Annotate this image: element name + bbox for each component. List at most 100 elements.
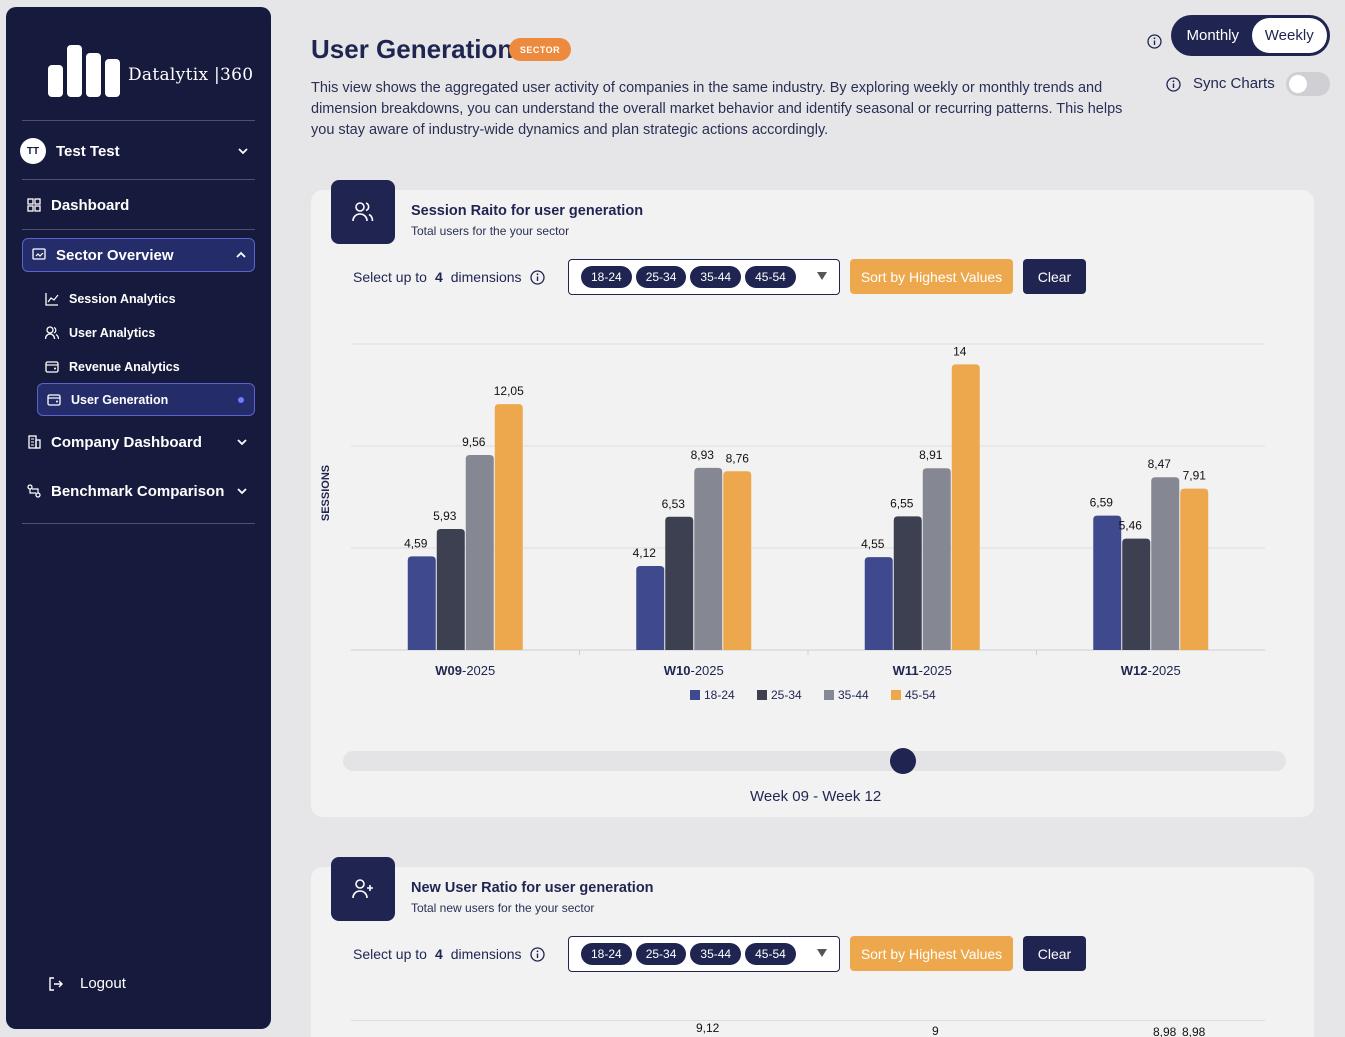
sort-highest-button[interactable]: Sort by Highest Values [850,259,1013,294]
week-range-slider[interactable] [343,751,1286,771]
legend-swatch [690,690,700,700]
legend-label: 18-24 [704,688,735,702]
data-label: 5,93 [433,509,457,523]
nav-benchmark-comparison-label: Benchmark Comparison [51,482,225,500]
chip-18-24[interactable]: 18-24 [581,943,632,965]
nav-benchmark-comparison[interactable]: Benchmark Comparison [22,474,255,508]
x-tick-label: W11-2025 [893,663,952,678]
data-label: 7,91 [1183,469,1207,483]
nav-user-generation[interactable]: User Generation [37,383,255,416]
bar-18-24-W09-2025 [407,556,436,650]
nav-user-analytics[interactable]: User Analytics [37,316,255,349]
chip-18-24[interactable]: 18-24 [581,266,632,288]
logout-icon [49,976,63,991]
data-label: 8,98 [1153,1025,1177,1037]
data-label: 5,46 [1119,519,1143,533]
legend-swatch [824,690,834,700]
switch-knob [1289,75,1307,93]
caret-down-icon[interactable] [817,271,827,281]
data-label: 8,98 [1182,1025,1206,1037]
nav-sector-overview-label: Sector Overview [56,246,174,264]
bar-35-44-W09-2025 [465,454,494,650]
logo-mark [48,45,120,97]
sort-highest-button[interactable]: Sort by Highest Values [850,936,1013,971]
bar-35-44-W10-2025 [694,467,723,650]
bar-45-54-W09-2025 [494,404,523,650]
logo-text: Datalytix |360 [128,65,254,85]
dimension-hint-suffix: dimensions [450,269,522,285]
period-toggle: Monthly Weekly [1171,15,1330,56]
data-label: 14 [953,344,967,358]
info-icon[interactable] [529,269,545,285]
nav-session-analytics[interactable]: Session Analytics [37,282,255,315]
dimension-hint: Select up to 4 dimensions [353,946,545,962]
chip-25-34[interactable]: 25-34 [635,266,687,288]
nav-dashboard-label: Dashboard [51,196,130,214]
nav-company-dashboard[interactable]: Company Dashboard [22,425,255,459]
bar-25-34-W11-2025 [893,516,922,650]
compare-icon [27,484,41,498]
dimension-hint-prefix: Select up to [353,269,427,285]
weekly-toggle-button[interactable]: Weekly [1251,18,1327,53]
week-range-label: Week 09 - Week 12 [750,788,882,805]
bar-18-24-W11-2025 [864,557,893,650]
info-icon[interactable] [1166,77,1181,92]
data-label: 4,12 [633,546,657,560]
nav-dashboard[interactable]: Dashboard [22,188,255,222]
chevron-down-icon [237,488,247,495]
clear-button[interactable]: Clear [1023,259,1086,294]
card-title: Session Raito for user generation [411,203,644,219]
chart-window-icon [32,248,46,260]
bar-25-34-W09-2025 [436,529,465,650]
chip-45-54[interactable]: 45-54 [745,943,796,965]
nav-revenue-analytics[interactable]: Revenue Analytics [37,350,255,383]
app-logo[interactable]: Datalytix |360 [48,37,253,97]
chip-35-44[interactable]: 35-44 [690,943,742,965]
data-label: 4,55 [861,537,885,551]
sync-charts-label: Sync Charts [1193,75,1275,92]
data-label: 6,55 [890,496,914,510]
dimension-multiselect[interactable]: 18-24 25-34 35-44 45-54 [568,936,840,972]
sector-badge: SECTOR [509,38,571,61]
bar-45-54-W11-2025 [951,364,980,650]
page-description: This view shows the aggregated user acti… [311,80,1123,138]
chip-45-54[interactable]: 45-54 [745,266,796,288]
slider-thumb[interactable] [890,748,916,774]
data-label: 8,76 [726,451,750,465]
sidebar: Datalytix |360 TT Test Test Dashboard Se… [6,7,271,1029]
users-card-icon [331,180,395,244]
bar-45-54-W12-2025 [1180,488,1209,650]
session-ratio-chart: SESSIONS 4,59 5,93 9,56 12,05 W09-2025 4,12 6,5… [320,343,1265,702]
chip-35-44[interactable]: 35-44 [690,266,742,288]
dimension-multiselect[interactable]: 18-24 25-34 35-44 45-54 [568,259,840,295]
sync-charts-switch[interactable] [1286,72,1330,96]
x-tick-label: W09-2025 [435,663,495,678]
nav-user-analytics-label: User Analytics [69,325,156,340]
card-subtitle: Total users for the your sector [411,224,570,238]
chevron-down-icon [238,148,248,155]
building-icon [28,435,41,449]
monthly-toggle-button[interactable]: Monthly [1186,27,1240,44]
logout-button[interactable]: Logout [48,975,126,992]
user-menu[interactable]: TT Test Test [20,133,250,169]
nav-sector-overview[interactable]: Sector Overview [22,238,255,272]
logout-label: Logout [80,975,126,992]
dimension-hint: Select up to 4 dimensions [353,269,545,285]
legend-label: 25-34 [771,688,802,702]
data-label: 8,47 [1148,457,1172,471]
x-tick-label: W10-2025 [664,663,724,678]
data-label: 8,91 [919,448,943,462]
active-indicator [238,396,244,403]
sidebar-divider [22,523,255,524]
chip-25-34[interactable]: 25-34 [635,943,687,965]
users-icon [352,202,374,222]
info-icon[interactable] [529,946,545,962]
wallet-icon [45,360,59,373]
chevron-down-icon [237,439,247,446]
data-label: 8,93 [691,448,715,462]
info-icon[interactable] [1147,34,1162,49]
clear-button[interactable]: Clear [1023,936,1086,971]
bar-35-44-W12-2025 [1151,477,1180,650]
caret-down-icon[interactable] [817,948,827,958]
dimension-hint-suffix: dimensions [450,946,522,962]
